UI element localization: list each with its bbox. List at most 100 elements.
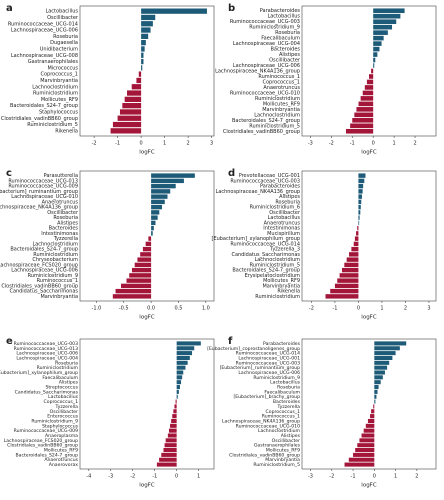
bar bbox=[373, 35, 384, 41]
bar bbox=[141, 21, 153, 27]
bar bbox=[136, 77, 142, 84]
category-label: Oscillibacter bbox=[272, 438, 301, 444]
bar bbox=[151, 194, 168, 199]
category-label: Ruminococcaceae_UCG-009 bbox=[8, 184, 78, 190]
bar bbox=[354, 236, 359, 241]
category-label: Ruminococcaceae_UCG-003 bbox=[230, 19, 300, 25]
category-label: Ruminiclostridium_5 bbox=[253, 462, 300, 468]
bar bbox=[142, 246, 152, 252]
category-label: Lachnospiraceae_UCG-006 bbox=[11, 268, 78, 274]
bar bbox=[151, 231, 153, 236]
bar bbox=[358, 210, 361, 215]
bar bbox=[165, 438, 177, 443]
category-label: Roseburia bbox=[55, 360, 78, 366]
x-tick-label: 2 bbox=[413, 141, 416, 147]
category-label: Lachnoclostridium bbox=[258, 428, 301, 434]
category-label: Ruminiclostridium_9 bbox=[253, 375, 300, 381]
category-label: Unidibacterium bbox=[40, 46, 78, 52]
bar bbox=[134, 262, 152, 268]
category-label: Gastranaerophilales bbox=[254, 443, 301, 449]
category-label: Lactobacillus bbox=[270, 380, 301, 386]
bar bbox=[352, 118, 374, 123]
bar bbox=[358, 189, 363, 194]
category-label: Oscillibacter bbox=[269, 58, 301, 64]
bar bbox=[354, 112, 374, 118]
x-tick-label: -1 bbox=[152, 474, 157, 480]
bar bbox=[151, 189, 171, 194]
plot-frame bbox=[301, 5, 437, 137]
x-axis-label: logFC bbox=[139, 483, 155, 489]
bar bbox=[176, 360, 188, 365]
category-label: Ruminiclostridium_5 bbox=[249, 123, 300, 129]
category-label: Coprococcus_1 bbox=[44, 399, 79, 405]
bar bbox=[358, 183, 364, 189]
category-label: Roseburia bbox=[53, 215, 78, 221]
bar bbox=[337, 278, 359, 283]
category-label: Marvinbryantia bbox=[262, 107, 300, 113]
category-label: Lachnospiraceae_FCS020_group bbox=[0, 262, 78, 268]
bar bbox=[151, 220, 156, 226]
bar bbox=[374, 370, 385, 375]
category-label: Ruminococcus_1 bbox=[262, 414, 300, 420]
x-axis-label: logFC bbox=[139, 315, 155, 321]
bar bbox=[112, 121, 142, 128]
x-tick-label: 0.0 bbox=[147, 306, 155, 312]
x-tick-label: -2 bbox=[309, 306, 314, 312]
category-label: Lachnospiraceae_NK4A136_group bbox=[216, 189, 300, 195]
panel-label: e bbox=[6, 336, 13, 347]
bar bbox=[121, 283, 152, 289]
bar bbox=[174, 404, 177, 409]
category-label: Intestinimonas bbox=[263, 226, 300, 232]
category-label: Ruminococcus_1 bbox=[258, 74, 300, 80]
category-label: Gastranaerophilales bbox=[28, 59, 79, 65]
bar bbox=[345, 128, 374, 134]
bar bbox=[363, 428, 375, 433]
bar bbox=[367, 418, 375, 423]
category-label: Ruminococcus_1 bbox=[37, 278, 78, 284]
category-label: [Eubacterium]_coprostanoligenes_group bbox=[207, 346, 300, 352]
category-label: Ruminococcaceae_UCG-013 bbox=[14, 346, 78, 352]
category-label: Oscillibacter bbox=[50, 409, 79, 415]
bar bbox=[373, 13, 401, 19]
category-label: Enterococcus bbox=[47, 414, 78, 420]
category-label: Staphylococcus bbox=[39, 109, 78, 115]
x-axis-label: logFC bbox=[361, 315, 377, 321]
category-label: Bacteroidales_S24-7_group bbox=[10, 103, 78, 109]
category-label: Alistipes bbox=[57, 220, 78, 226]
bar bbox=[361, 433, 375, 438]
category-label: Alistipes bbox=[279, 52, 300, 58]
bar bbox=[348, 457, 375, 462]
bar bbox=[353, 452, 375, 457]
category-label: [Eubacterium]_xylanophilum_group bbox=[0, 370, 78, 376]
category-label: Roseburia bbox=[275, 30, 300, 36]
bar bbox=[373, 41, 382, 46]
category-label: Lachnospiraceae_UCG-004 bbox=[233, 41, 300, 47]
bar bbox=[176, 365, 186, 370]
bar bbox=[161, 452, 177, 457]
category-label: Bacteroides bbox=[270, 47, 300, 53]
bar bbox=[176, 355, 190, 360]
bar bbox=[151, 178, 184, 184]
category-label: Ruminococcaceae_UCG-003 bbox=[230, 178, 300, 184]
bar bbox=[374, 380, 381, 385]
category-label: Roseburia bbox=[277, 385, 300, 391]
category-label: Lachnoclostridium bbox=[32, 241, 78, 247]
category-label: Lachnospiraceae_UCG-001 bbox=[238, 355, 300, 361]
category-label: Tyzzerella bbox=[53, 236, 78, 242]
category-label: Alistipes bbox=[279, 194, 300, 200]
x-tick-label: -2 bbox=[329, 474, 334, 480]
category-label: Coprococcus_1 bbox=[263, 79, 301, 85]
bar bbox=[176, 389, 179, 394]
bar bbox=[371, 409, 375, 414]
category-label: Candidatus_Saccharimonas bbox=[231, 252, 300, 258]
bar bbox=[151, 199, 165, 205]
category-label: Lachnospiraceae_UCG-004 bbox=[16, 355, 78, 361]
category-label: Ruminococcaceae_UCG-003 bbox=[236, 360, 300, 366]
x-tick-label: 1 bbox=[197, 474, 200, 480]
bar bbox=[170, 423, 177, 428]
x-tick-label: 1 bbox=[393, 141, 396, 147]
category-label: Rikenella bbox=[55, 128, 78, 134]
x-tick-label: 3 bbox=[210, 141, 213, 147]
bar bbox=[176, 370, 184, 375]
x-tick-label: -2 bbox=[92, 141, 97, 147]
